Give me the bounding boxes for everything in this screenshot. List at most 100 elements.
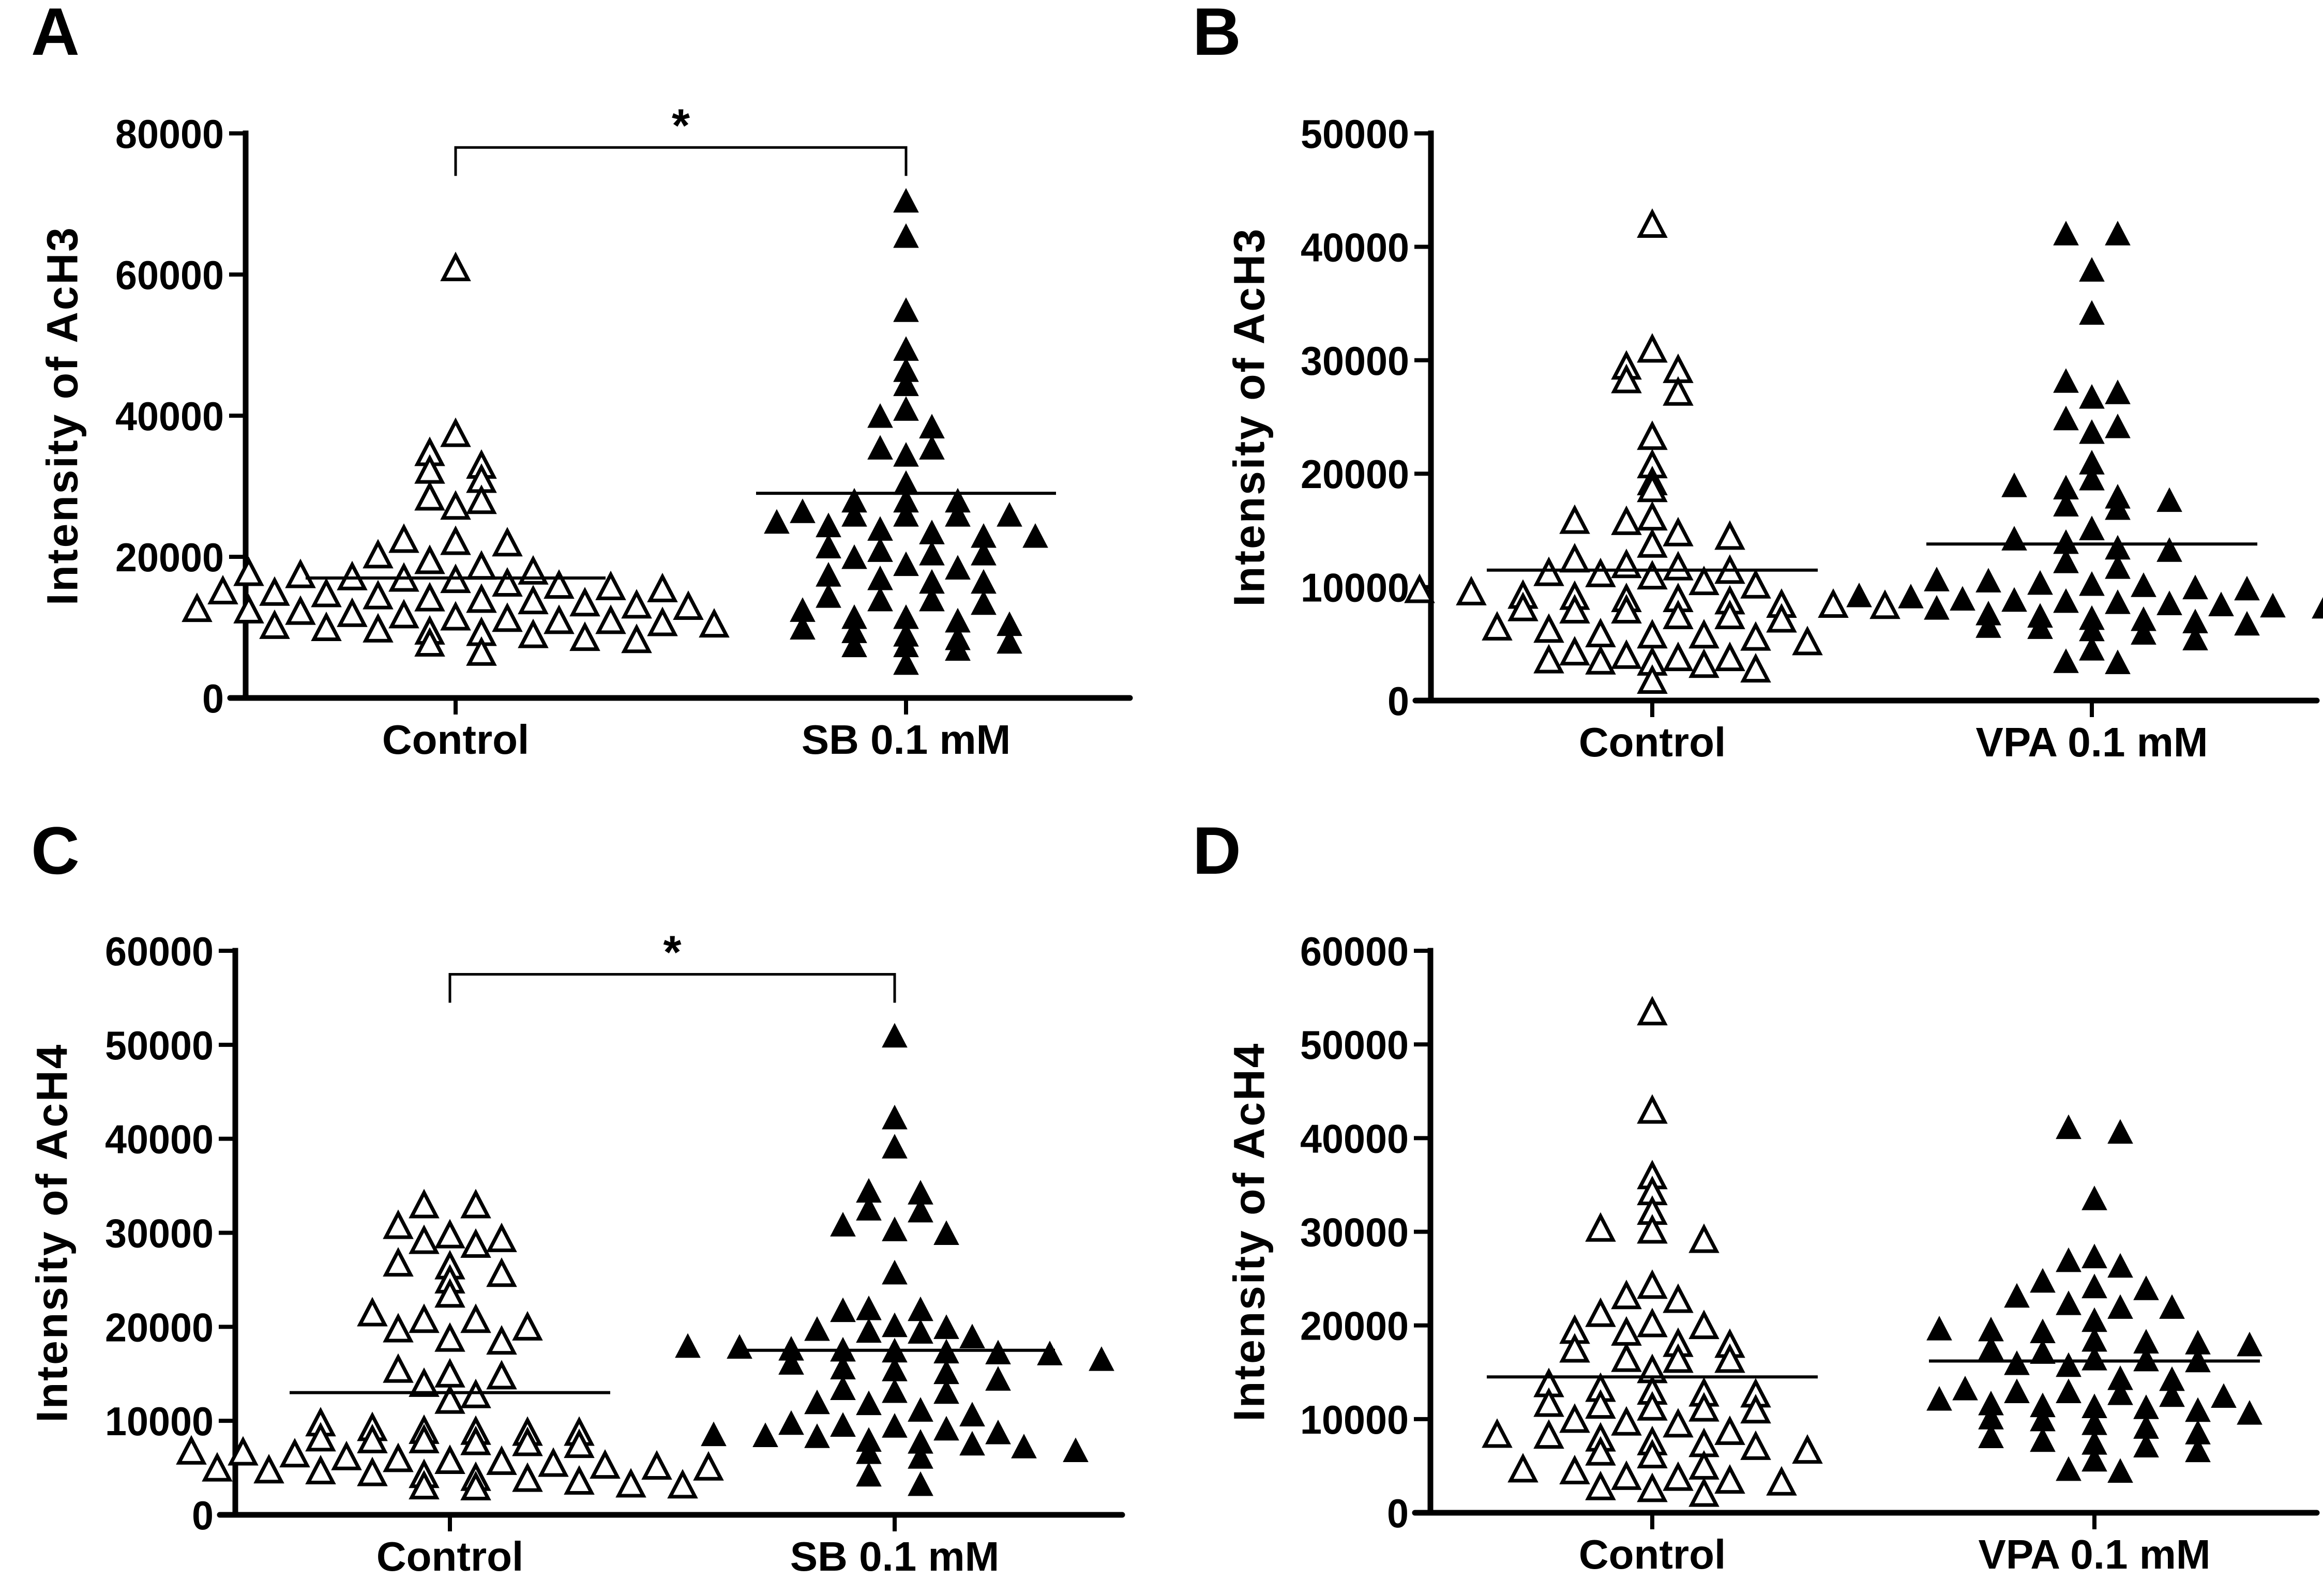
y-tick-label: 50000 [1301, 111, 1409, 157]
data-point-open-triangle [357, 1423, 388, 1454]
data-point-filled-triangle [893, 502, 919, 527]
data-point-open-triangle [486, 1445, 517, 1475]
data-point-open-triangle [388, 599, 419, 629]
data-point-open-triangle [434, 1278, 465, 1308]
data-point-filled-triangle [933, 1220, 959, 1245]
significance-asterisk: * [663, 926, 681, 978]
data-point-open-triangle [207, 574, 238, 605]
data-point-filled-triangle [985, 1366, 1011, 1391]
data-point-open-triangle [1766, 1466, 1797, 1496]
data-point-filled-triangle [2053, 368, 2079, 393]
data-point-filled-triangle [2056, 1378, 2081, 1403]
panel-b: B 0 10000 20000 30000 40000 50000 Intensity of … [1193, 0, 2323, 765]
y-tick-label: 50000 [1300, 1022, 1409, 1068]
data-point-open-triangle [1559, 1403, 1590, 1433]
data-point-open-triangle [1663, 1283, 1694, 1313]
data-point-filled-triangle [933, 1379, 959, 1404]
data-point-open-triangle [460, 1189, 491, 1219]
x-category-label: SB 0.1 mM [790, 1533, 1000, 1579]
data-point-open-triangle [409, 1303, 440, 1333]
data-point-open-triangle [409, 1367, 440, 1397]
y-tick-label: 30000 [105, 1211, 214, 1256]
data-point-open-triangle [1559, 636, 1590, 666]
data-point-open-triangle [492, 527, 523, 557]
data-point-open-triangle [1637, 473, 1668, 503]
data-point-open-triangle [409, 1470, 440, 1500]
data-point-open-triangle [1663, 516, 1694, 546]
data-point-open-triangle [486, 1360, 517, 1390]
data-point-open-triangle [1740, 653, 1771, 683]
data-point-open-triangle [466, 583, 497, 613]
data-point-filled-triangle [1950, 586, 1975, 611]
data-point-filled-triangle [2237, 1331, 2262, 1357]
y-tick-label: 50000 [105, 1023, 214, 1068]
data-point-filled-triangle [2131, 572, 2156, 597]
series-vpa-0-1-mm [1846, 220, 2323, 674]
data-point-open-triangle [460, 1425, 491, 1455]
data-point-open-triangle [1456, 575, 1487, 605]
y-axis-title: Intensity of AcH3 [38, 226, 86, 605]
data-point-open-triangle [383, 1247, 414, 1277]
data-point-open-triangle [331, 1440, 362, 1470]
data-point-open-triangle [1533, 1419, 1564, 1449]
data-point-open-triangle [1533, 1387, 1564, 1417]
series-sb-0-1-mm [675, 1023, 1114, 1496]
data-point-filled-triangle [2234, 575, 2260, 601]
data-point-open-triangle [1404, 573, 1435, 603]
data-point-filled-triangle [2001, 587, 2027, 612]
data-point-open-triangle [1792, 1434, 1823, 1464]
data-point-filled-triangle [2182, 574, 2208, 600]
y-tick-label: 0 [1387, 1491, 1409, 1536]
data-point-open-triangle [1637, 1094, 1668, 1124]
data-point-filled-triangle [2030, 1339, 2056, 1364]
data-point-open-triangle [305, 1422, 336, 1452]
data-point-open-triangle [641, 1450, 672, 1480]
data-point-filled-triangle [908, 1444, 933, 1469]
panel-d: D 0 10000 20000 30000 40000 50000 60000 Intensit… [1193, 813, 2320, 1577]
data-point-open-triangle [1637, 528, 1668, 558]
series-control [1482, 996, 1823, 1507]
data-point-open-triangle [1688, 648, 1719, 678]
data-point-filled-triangle [1975, 613, 2001, 638]
series-control [1404, 208, 1900, 694]
y-tick-label: 10000 [1301, 565, 1409, 611]
data-point-filled-triangle [2081, 1243, 2107, 1269]
data-point-open-triangle [1637, 664, 1668, 694]
data-point-open-triangle [1766, 603, 1797, 633]
y-tick-label: 40000 [1301, 224, 1409, 270]
data-point-filled-triangle [2053, 549, 2079, 573]
data-point-filled-triangle [2053, 648, 2079, 673]
data-point-open-triangle [569, 587, 600, 617]
data-point-open-triangle [1507, 1453, 1538, 1483]
data-point-filled-triangle [867, 403, 893, 428]
data-point-open-triangle [466, 636, 497, 666]
data-point-open-triangle [228, 1436, 259, 1466]
data-point-filled-triangle [2004, 1283, 2030, 1308]
data-point-filled-triangle [2027, 614, 2053, 639]
data-point-open-triangle [1611, 639, 1642, 669]
data-point-filled-triangle [882, 1259, 908, 1285]
data-point-open-triangle [1559, 1454, 1590, 1484]
x-category-label: VPA 0.1 mM [1975, 719, 2208, 765]
data-point-filled-triangle [2027, 570, 2053, 595]
data-point-open-triangle [414, 544, 445, 574]
data-point-open-triangle [383, 1442, 414, 1472]
data-point-open-triangle [569, 621, 600, 651]
data-point-filled-triangle [701, 1421, 727, 1447]
data-point-open-triangle [409, 1224, 440, 1254]
data-point-filled-triangle [1924, 595, 1950, 620]
data-point-open-triangle [1533, 644, 1564, 674]
data-point-open-triangle [440, 417, 471, 447]
data-point-open-triangle [440, 251, 471, 281]
data-point-filled-triangle [985, 1340, 1011, 1364]
series-vpa-0-1-mm [1926, 1114, 2262, 1483]
data-point-filled-triangle [2079, 419, 2105, 444]
data-point-filled-triangle [2237, 1400, 2262, 1425]
data-point-open-triangle [1611, 363, 1642, 393]
data-point-filled-triangle [2156, 537, 2182, 562]
data-point-filled-triangle [790, 615, 816, 640]
data-point-filled-triangle [752, 1422, 778, 1447]
data-point-open-triangle [434, 1384, 465, 1414]
data-point-filled-triangle [2260, 592, 2286, 618]
data-point-open-triangle [1637, 1269, 1668, 1299]
